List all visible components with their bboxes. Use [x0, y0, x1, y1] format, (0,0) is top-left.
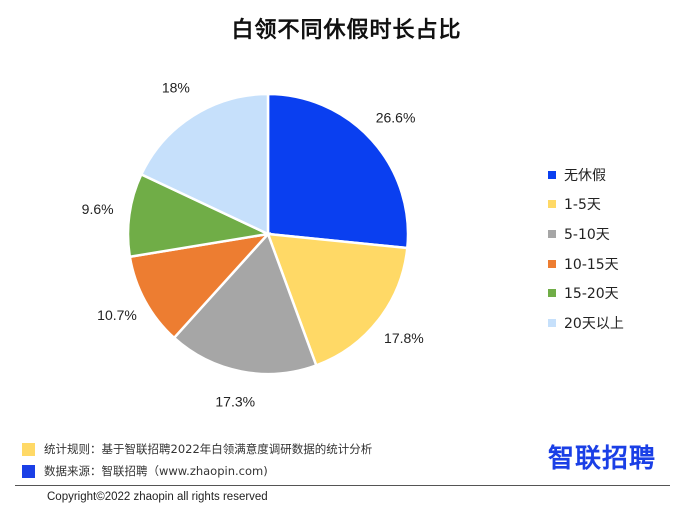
data-label: 17.3% — [215, 394, 255, 410]
note-swatch — [22, 442, 35, 456]
legend-label: 20天以上 — [564, 315, 624, 332]
data-label: 10.7% — [97, 307, 137, 323]
legend-item: 10-15天 — [548, 249, 624, 279]
note-row: 统计规则：基于智联招聘2022年白领满意度调研数据的统计分析 — [22, 438, 372, 460]
notes: 统计规则：基于智联招聘2022年白领满意度调研数据的统计分析 数据来源：智联招聘… — [22, 438, 372, 482]
note-text: 统计规则：基于智联招聘2022年白领满意度调研数据的统计分析 — [44, 442, 373, 456]
data-label: 9.6% — [82, 201, 114, 217]
data-label: 18% — [162, 79, 190, 95]
legend-swatch — [548, 170, 556, 179]
legend-item: 1-5天 — [548, 190, 624, 220]
legend-item: 5-10天 — [548, 219, 624, 249]
pie-slice — [266, 232, 409, 368]
legend: 无休假 1-5天 5-10天 10-15天 15-20天 20天以上 — [548, 160, 624, 338]
legend-label: 无休假 — [564, 167, 606, 184]
legend-item: 无休假 — [548, 160, 624, 190]
legend-item: 15-20天 — [548, 278, 624, 308]
legend-label: 10-15天 — [564, 256, 619, 273]
copyright: Copyright©2022 zhaopin all rights reserv… — [47, 491, 268, 503]
legend-swatch — [548, 200, 556, 209]
legend-label: 1-5天 — [564, 197, 601, 214]
legend-swatch — [548, 259, 556, 268]
pie-slice — [128, 232, 272, 340]
legend-swatch — [548, 289, 556, 298]
legend-label: 15-20天 — [564, 286, 619, 303]
data-label: 17.8% — [384, 330, 424, 346]
divider — [15, 485, 670, 486]
note-row: 数据来源：智联招聘（www.zhaopin.com) — [22, 460, 372, 482]
pie-slice — [266, 92, 410, 250]
legend-item: 20天以上 — [548, 308, 624, 338]
pie-slice — [126, 172, 273, 259]
pie-slice — [139, 92, 270, 236]
pie-chart: 26.6% 17.8% 17.3% 10.7% 9.6% 18% — [82, 79, 424, 410]
note-swatch — [22, 464, 35, 478]
data-label: 26.6% — [376, 109, 416, 125]
note-text: 数据来源：智联招聘（www.zhaopin.com) — [44, 464, 268, 478]
legend-swatch — [548, 229, 556, 238]
chart-title: 白领不同休假时长占比 — [231, 18, 462, 43]
brand-logo: 智联招聘 — [548, 444, 657, 474]
pie-slice — [172, 231, 318, 376]
legend-label: 5-10天 — [564, 226, 610, 243]
legend-swatch — [548, 318, 556, 327]
